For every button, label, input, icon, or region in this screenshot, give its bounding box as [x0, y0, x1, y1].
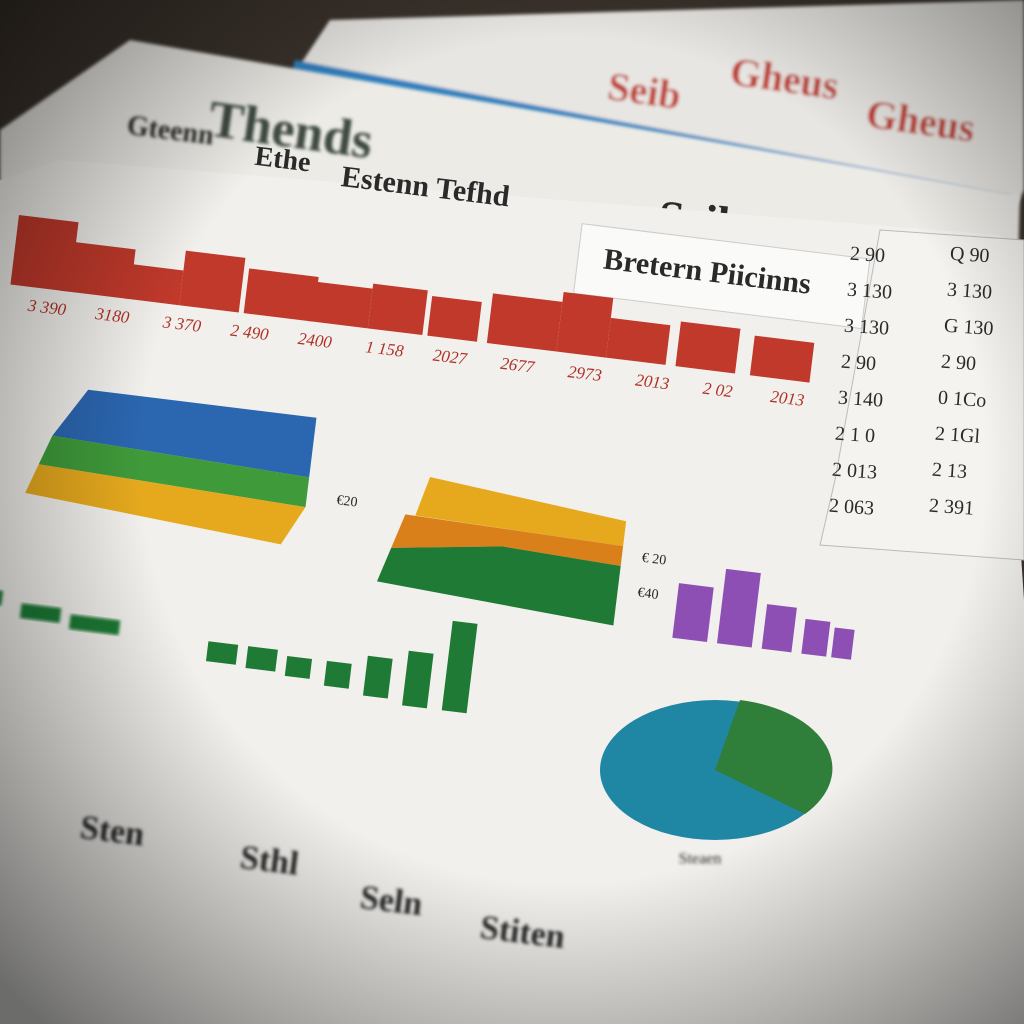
bar-label: 2 02 [702, 379, 734, 402]
table-cell: 2 063 [828, 495, 874, 520]
footer-label: Sthl [238, 839, 301, 883]
table-cell: 2 013 [831, 459, 877, 484]
bar [675, 321, 741, 374]
table-cell: 2 13 [931, 459, 967, 483]
table-cell: 3 130 [846, 279, 892, 304]
area-label: €20 [336, 493, 359, 510]
footer-label: Seln [358, 879, 424, 923]
table-cell: G 130 [943, 315, 994, 340]
bar [367, 283, 428, 336]
area-label: €40 [637, 585, 660, 602]
table-cell: 2 90 [940, 351, 976, 375]
bar [556, 291, 614, 358]
table-cell: 3 140 [837, 387, 883, 412]
footer-label: Sten [78, 809, 146, 854]
bar [427, 295, 482, 342]
bar [486, 293, 563, 352]
area-label: € 20 [641, 551, 667, 569]
side-table: 2 90 Q 90 3 130 3 130 3 130 G 130 2 90 2 90 3 14… [819, 229, 1024, 561]
bar [243, 268, 319, 322]
table-cell: 3 130 [946, 279, 992, 304]
table-cell: Q 90 [949, 243, 990, 268]
table-cell: 2 1Gl [934, 423, 981, 448]
table-cell: 2 1 0 [834, 423, 875, 448]
bar [124, 263, 184, 306]
table-cell: 2 90 [849, 243, 885, 267]
pie-caption: Steaen [679, 851, 722, 868]
bar [179, 250, 246, 313]
bar [308, 281, 373, 329]
bar [60, 240, 136, 300]
table-cell: 3 130 [843, 315, 889, 340]
table-cell: 2 391 [928, 495, 974, 520]
table-cell: 0 1Co [937, 387, 987, 412]
bar [605, 317, 671, 365]
main-sheet: Gteenn Ethe Estenn Tefhd Bretern Piicinn… [0, 110, 1024, 1024]
table-cell: 2 90 [840, 351, 876, 375]
bar [749, 335, 815, 383]
